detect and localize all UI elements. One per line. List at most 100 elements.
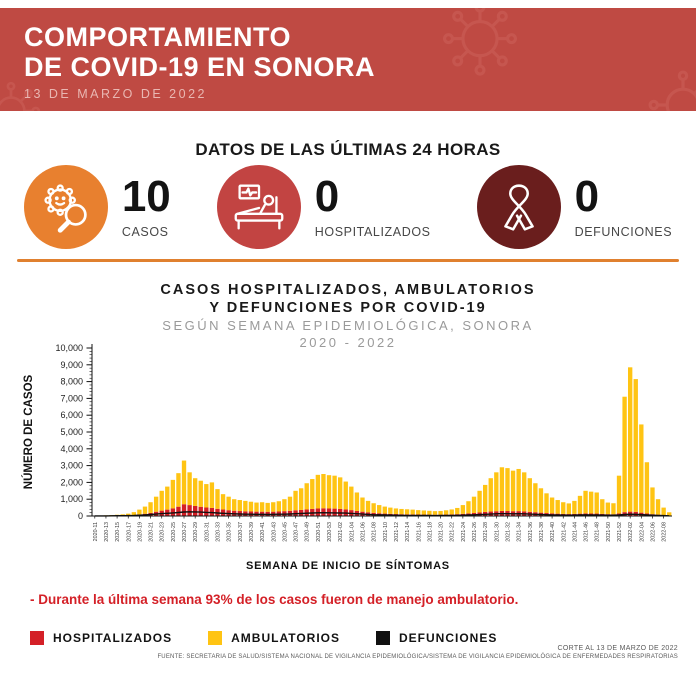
svg-text:2020-29: 2020-29 xyxy=(193,522,199,542)
svg-text:2021-18: 2021-18 xyxy=(427,522,433,542)
svg-text:NÚMERO DE CASOS: NÚMERO DE CASOS xyxy=(22,374,35,489)
svg-text:2021-04: 2021-04 xyxy=(349,522,355,542)
legend-item-hospitalizados: HOSPITALIZADOS xyxy=(30,631,172,645)
stat-hospitalizados-label: HOSPITALIZADOS xyxy=(314,225,431,239)
header-banner: COMPORTAMIENTO DE COVID-19 EN SONORA 13 … xyxy=(0,8,696,111)
svg-text:2021-12: 2021-12 xyxy=(394,522,400,542)
chart-title: CASOS HOSPITALIZADOS, AMBULATORIOS Y DEF… xyxy=(160,282,536,317)
legend-swatch-yellow xyxy=(208,631,223,645)
stat-hospitalizados: 0 HOSPITALIZADOS xyxy=(216,165,431,249)
stat-defunciones-label: DEFUNCIONES xyxy=(574,225,673,239)
svg-text:2020-15: 2020-15 xyxy=(115,522,121,542)
report-date: 13 DE MARZO DE 2022 xyxy=(24,87,207,102)
page-title: COMPORTAMIENTO DE COVID-19 EN SONORA xyxy=(24,22,376,83)
svg-text:2021-28: 2021-28 xyxy=(483,522,489,542)
svg-text:2021-24: 2021-24 xyxy=(461,522,467,542)
svg-text:2021-14: 2021-14 xyxy=(405,522,411,542)
virus-decoration-icon xyxy=(442,8,518,76)
svg-text:2021-44: 2021-44 xyxy=(572,522,578,542)
footer-source-text: FUENTE: SECRETARIA DE SALUD/SISTEMA NACI… xyxy=(157,654,678,660)
svg-text:3,000: 3,000 xyxy=(60,461,83,471)
chart-legend: HOSPITALIZADOS AMBULATORIOS DEFUNCIONES xyxy=(30,631,497,645)
ambulatory-note: - Durante la última semana 93% de los ca… xyxy=(30,592,519,607)
svg-text:2021-20: 2021-20 xyxy=(439,522,445,542)
legend-swatch-red xyxy=(30,631,44,645)
virus-magnifier-icon xyxy=(23,165,108,249)
svg-text:2020-25: 2020-25 xyxy=(171,522,177,542)
stats-row: 10 CASOS 0 HOSPITALI xyxy=(0,165,696,249)
virus-decoration-icon xyxy=(0,81,41,111)
last24-heading: DATOS DE LAS ÚLTIMAS 24 HORAS xyxy=(195,140,501,159)
svg-text:2021-50: 2021-50 xyxy=(606,522,612,542)
svg-text:2022-06: 2022-06 xyxy=(650,522,656,542)
section-divider xyxy=(17,259,679,262)
svg-text:2020-41: 2020-41 xyxy=(260,522,266,542)
svg-text:8,000: 8,000 xyxy=(60,377,83,387)
svg-text:2021-40: 2021-40 xyxy=(550,522,556,542)
svg-text:9,000: 9,000 xyxy=(60,360,83,370)
svg-text:2021-08: 2021-08 xyxy=(372,522,378,542)
svg-text:2020-23: 2020-23 xyxy=(160,522,166,542)
chart-subtitle: SEGÚN SEMANA EPIDEMIOLÓGICA, SONORA 2020… xyxy=(162,318,534,350)
svg-text:2022-08: 2022-08 xyxy=(662,522,668,542)
svg-text:1,000: 1,000 xyxy=(60,494,83,504)
footer-cutoff-date: CORTE AL 13 DE MARZO DE 2022 xyxy=(557,645,678,652)
stat-defunciones-value: 0 xyxy=(574,172,600,221)
stat-casos: 10 CASOS xyxy=(23,165,171,249)
virus-decoration-icon xyxy=(648,70,696,111)
svg-text:2020-39: 2020-39 xyxy=(249,522,255,542)
stat-hospitalizados-value: 0 xyxy=(314,172,340,221)
svg-text:2020-21: 2020-21 xyxy=(149,522,155,542)
svg-text:2020-27: 2020-27 xyxy=(182,522,188,542)
svg-text:2021-30: 2021-30 xyxy=(494,522,500,542)
stacked-bar-chart: 0 1,000 2,000 3,000 4,000 5,000 6,000 7,000 8,00… xyxy=(22,343,672,542)
x-axis-title: SEMANA DE INICIO DE SÍNTOMAS xyxy=(246,560,450,572)
svg-text:2022-04: 2022-04 xyxy=(639,522,645,542)
stat-casos-label: CASOS xyxy=(121,225,169,239)
epidemic-curve-chart: 0 1,000 2,000 3,000 4,000 5,000 6,000 7,000 8,00… xyxy=(18,340,678,552)
svg-text:2020-35: 2020-35 xyxy=(227,522,233,542)
svg-text:0: 0 xyxy=(78,511,83,521)
svg-text:2021-22: 2021-22 xyxy=(450,522,456,542)
legend-swatch-black xyxy=(376,631,391,645)
svg-text:6,000: 6,000 xyxy=(60,410,83,420)
svg-text:2020-13: 2020-13 xyxy=(104,522,110,542)
svg-text:2020-47: 2020-47 xyxy=(294,522,300,542)
svg-text:2021-36: 2021-36 xyxy=(528,522,534,542)
svg-text:7,000: 7,000 xyxy=(60,393,83,403)
legend-item-ambulatorios: AMBULATORIOS xyxy=(208,631,340,645)
stat-defunciones: 0 DEFUNCIONES xyxy=(476,165,673,249)
svg-text:2020-11: 2020-11 xyxy=(93,522,99,541)
svg-text:2022-02: 2022-02 xyxy=(628,522,634,542)
svg-text:2021-38: 2021-38 xyxy=(539,522,545,542)
svg-text:2021-10: 2021-10 xyxy=(383,522,389,542)
hospital-bed-icon xyxy=(216,165,301,249)
svg-text:2020-53: 2020-53 xyxy=(327,522,333,542)
legend-item-defunciones: DEFUNCIONES xyxy=(376,631,497,645)
svg-text:2020-31: 2020-31 xyxy=(204,522,210,542)
svg-text:4,000: 4,000 xyxy=(60,444,83,454)
svg-text:2020-37: 2020-37 xyxy=(238,522,244,542)
svg-text:2021-02: 2021-02 xyxy=(338,522,344,542)
svg-text:2020-45: 2020-45 xyxy=(282,522,288,542)
footer-source: CORTE AL 13 DE MARZO DE 2022 FUENTE: SEC… xyxy=(157,645,678,660)
svg-text:2020-33: 2020-33 xyxy=(215,522,221,542)
awareness-ribbon-icon xyxy=(476,165,561,249)
svg-text:2021-06: 2021-06 xyxy=(360,522,366,542)
svg-text:2021-32: 2021-32 xyxy=(505,522,511,542)
svg-text:2020-49: 2020-49 xyxy=(305,522,311,542)
svg-text:2021-48: 2021-48 xyxy=(595,522,601,542)
svg-text:2021-16: 2021-16 xyxy=(416,522,422,542)
svg-text:2021-34: 2021-34 xyxy=(517,522,523,542)
svg-text:2020-43: 2020-43 xyxy=(271,522,277,542)
svg-text:2020-51: 2020-51 xyxy=(316,522,322,542)
svg-text:2021-52: 2021-52 xyxy=(617,522,623,542)
svg-text:2021-46: 2021-46 xyxy=(584,522,590,542)
svg-text:2021-26: 2021-26 xyxy=(472,522,478,542)
svg-text:2,000: 2,000 xyxy=(60,477,83,487)
svg-text:2020-17: 2020-17 xyxy=(126,522,132,542)
legend-label: DEFUNCIONES xyxy=(399,631,498,645)
stat-casos-value: 10 xyxy=(121,172,171,221)
svg-text:5,000: 5,000 xyxy=(60,427,83,437)
